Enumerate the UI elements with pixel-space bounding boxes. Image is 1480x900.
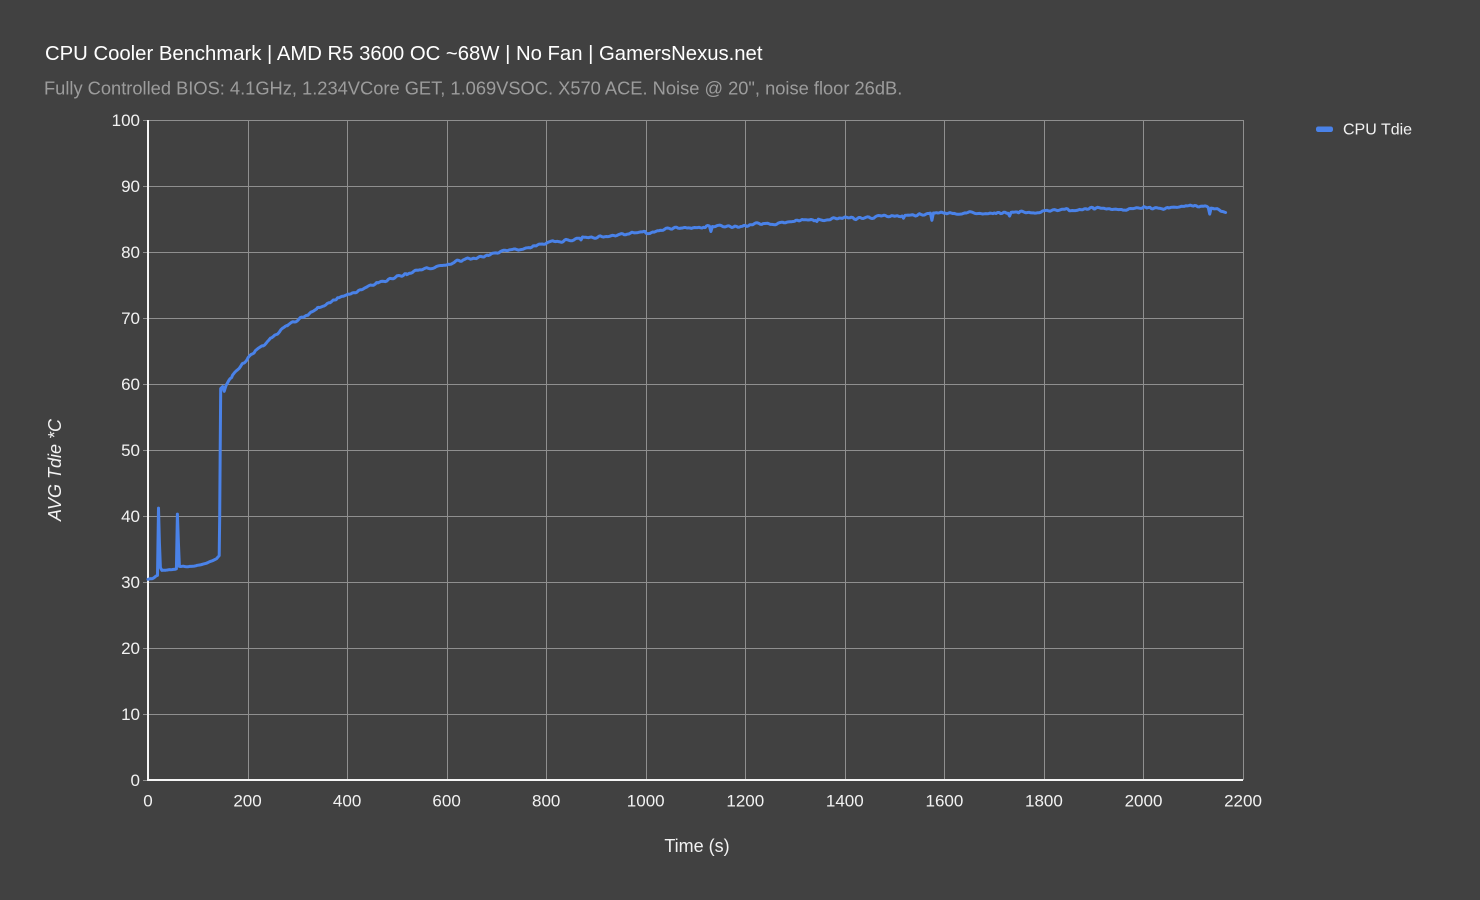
svg-text:Time (s): Time (s): [664, 836, 729, 856]
svg-text:200: 200: [233, 792, 261, 811]
svg-text:1800: 1800: [1025, 792, 1063, 811]
svg-text:AVG Tdie *C: AVG Tdie *C: [45, 418, 65, 522]
svg-text:CPU Tdie: CPU Tdie: [1343, 122, 1412, 139]
svg-text:Fully Controlled BIOS: 4.1GHz,: Fully Controlled BIOS: 4.1GHz, 1.234VCor…: [44, 78, 902, 99]
svg-text:40: 40: [121, 507, 140, 526]
svg-text:1000: 1000: [627, 792, 665, 811]
svg-text:0: 0: [131, 771, 140, 790]
svg-text:1600: 1600: [925, 792, 963, 811]
svg-text:20: 20: [121, 639, 140, 658]
svg-text:600: 600: [432, 792, 460, 811]
svg-text:2000: 2000: [1125, 792, 1163, 811]
svg-text:30: 30: [121, 573, 140, 592]
svg-text:0: 0: [143, 792, 152, 811]
svg-text:1200: 1200: [726, 792, 764, 811]
svg-text:80: 80: [121, 243, 140, 262]
svg-text:CPU Cooler Benchmark | AMD R5: CPU Cooler Benchmark | AMD R5 3600 OC ~6…: [45, 43, 763, 65]
svg-text:100: 100: [112, 111, 140, 130]
svg-text:70: 70: [121, 309, 140, 328]
svg-text:60: 60: [121, 375, 140, 394]
svg-text:800: 800: [532, 792, 560, 811]
svg-text:90: 90: [121, 177, 140, 196]
svg-text:50: 50: [121, 441, 140, 460]
svg-text:1400: 1400: [826, 792, 864, 811]
svg-text:400: 400: [333, 792, 361, 811]
svg-text:2200: 2200: [1224, 792, 1262, 811]
svg-text:10: 10: [121, 705, 140, 724]
